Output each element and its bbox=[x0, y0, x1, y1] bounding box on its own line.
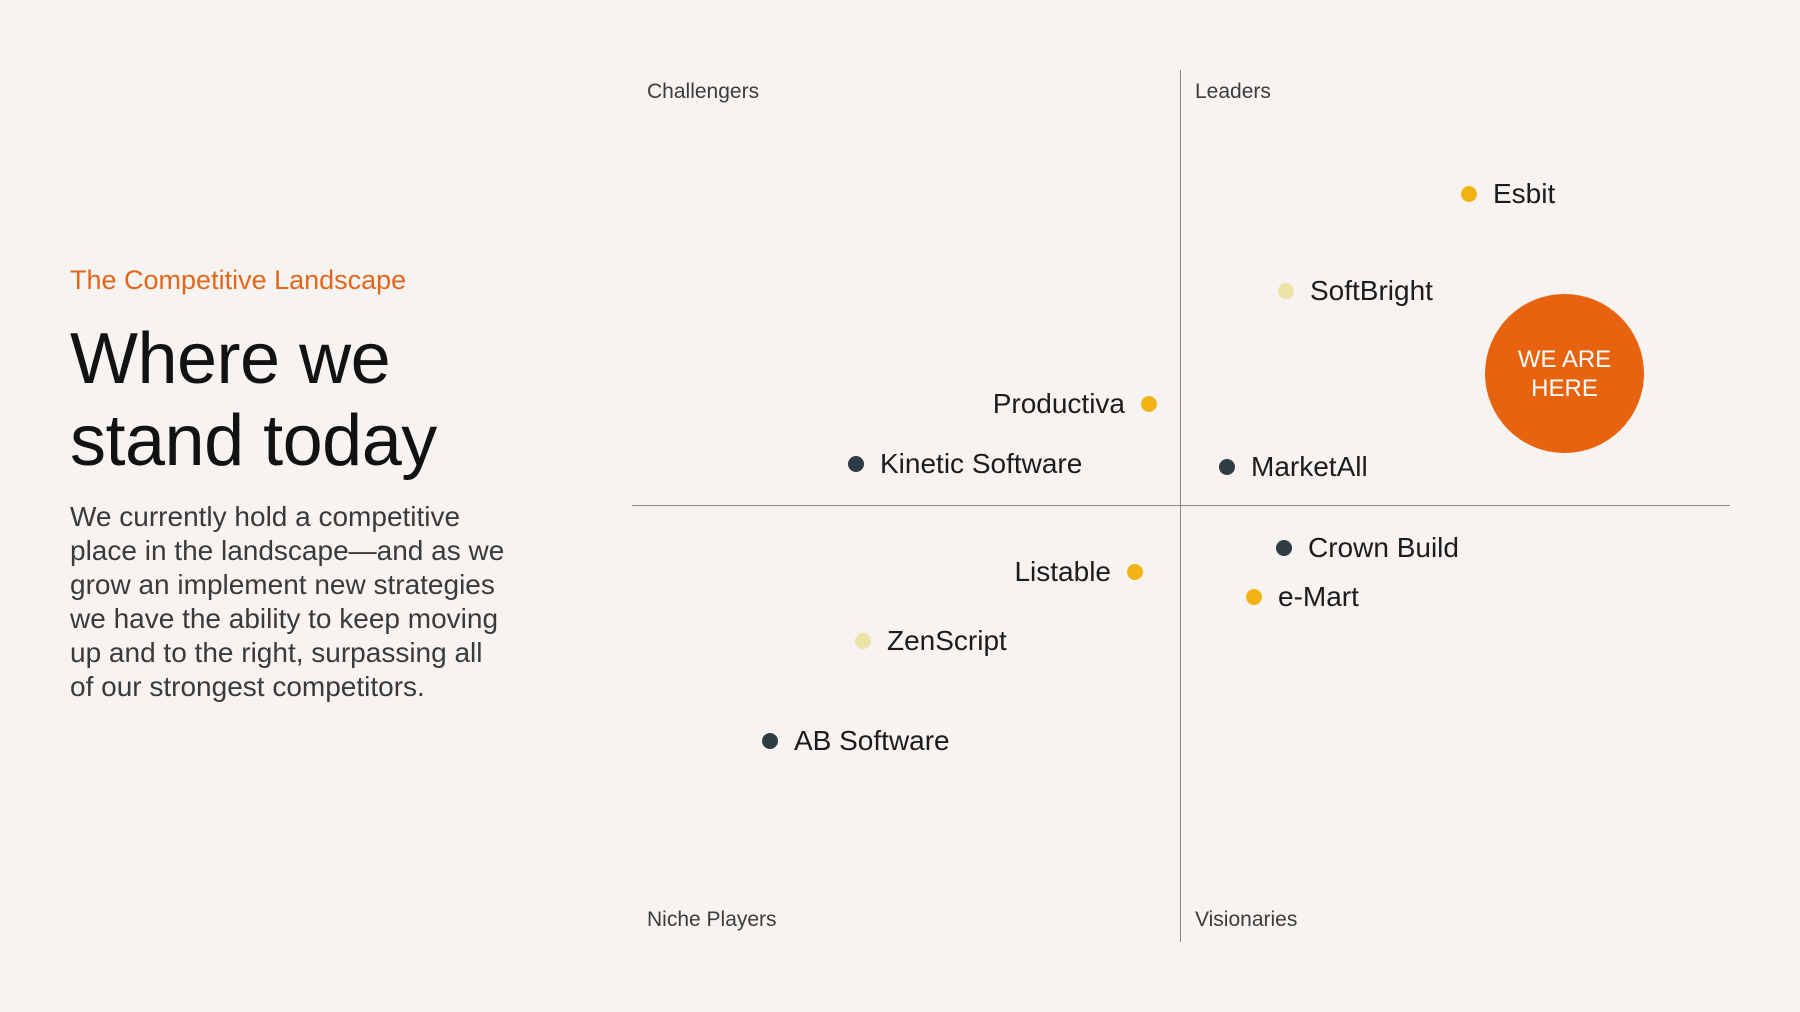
company-label: MarketAll bbox=[1251, 451, 1368, 482]
company-kinetic-software: Kinetic Software bbox=[848, 447, 1082, 481]
company-crown-build: Crown Build bbox=[1276, 531, 1459, 565]
company-label: Listable bbox=[1014, 556, 1111, 587]
marker-dot bbox=[848, 456, 864, 472]
company-e-mart: e-Mart bbox=[1246, 580, 1359, 614]
marker-dot bbox=[855, 633, 871, 649]
company-zenscript: ZenScript bbox=[855, 624, 1007, 658]
marker-dot bbox=[1219, 459, 1235, 475]
intro-panel: The Competitive Landscape Where we stand… bbox=[70, 265, 510, 704]
company-label: ZenScript bbox=[887, 625, 1007, 656]
marker-dot bbox=[1278, 283, 1294, 299]
company-label: AB Software bbox=[794, 725, 950, 756]
quadrant-label-leaders: Leaders bbox=[1195, 80, 1271, 103]
badge-label: WE ARE HERE bbox=[1517, 345, 1612, 402]
company-marketall: MarketAll bbox=[1219, 450, 1368, 484]
company-label: Crown Build bbox=[1308, 532, 1459, 563]
we-are-here-badge: WE ARE HERE bbox=[1485, 294, 1644, 453]
marker-dot bbox=[1276, 540, 1292, 556]
company-listable: Listable bbox=[1014, 555, 1143, 589]
company-label: Esbit bbox=[1493, 178, 1556, 209]
description-text: We currently hold a competitive place in… bbox=[70, 501, 505, 702]
title-line-2: stand today bbox=[70, 401, 437, 481]
company-productiva: Productiva bbox=[993, 387, 1157, 421]
quadrant-label-visionaries: Visionaries bbox=[1195, 908, 1298, 931]
page-title: Where we stand today bbox=[70, 318, 510, 482]
company-label: Kinetic Software bbox=[880, 448, 1083, 479]
quadrant-label-challengers: Challengers bbox=[647, 80, 760, 103]
marker-dot bbox=[762, 733, 778, 749]
marker-dot bbox=[1127, 564, 1143, 580]
company-softbright: SoftBright bbox=[1278, 274, 1433, 308]
company-esbit: Esbit bbox=[1461, 177, 1555, 211]
horizontal-axis bbox=[632, 505, 1730, 506]
vertical-axis bbox=[1180, 70, 1181, 942]
company-label: Productiva bbox=[992, 388, 1125, 419]
company-ab-software: AB Software bbox=[762, 724, 950, 758]
marker-dot bbox=[1141, 396, 1157, 412]
marker-dot bbox=[1461, 186, 1477, 202]
title-line-1: Where we bbox=[70, 319, 391, 399]
company-label: SoftBright bbox=[1310, 275, 1433, 306]
section-subtitle: The Competitive Landscape bbox=[70, 265, 407, 295]
company-label: e-Mart bbox=[1278, 581, 1359, 612]
quadrant-label-niche-players: Niche Players bbox=[647, 908, 777, 931]
marker-dot bbox=[1246, 589, 1262, 605]
